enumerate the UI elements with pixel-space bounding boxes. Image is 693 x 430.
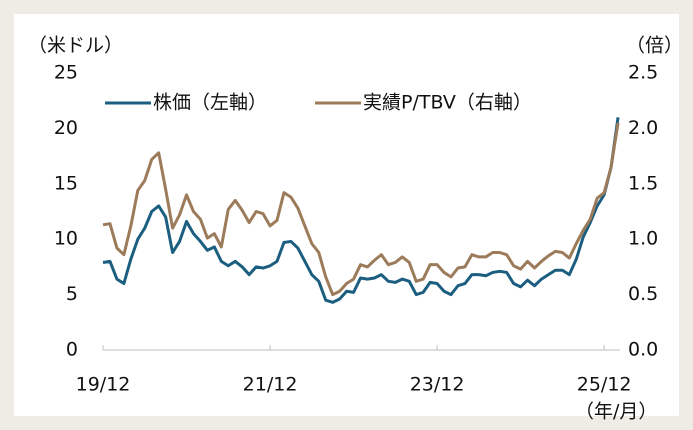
y-tick-label: 0: [66, 339, 78, 361]
y2-tick-label: 1.0: [628, 228, 658, 250]
y2-tick-label: 0.0: [628, 339, 658, 361]
y-tick-label: 10: [54, 228, 78, 250]
x-tick-label: 21/12: [243, 374, 298, 396]
x-tick-label: 19/12: [76, 374, 131, 396]
y-tick-label: 25: [54, 62, 78, 84]
x-tick-label: 23/12: [410, 374, 465, 396]
x-tick-label: 25/12: [577, 374, 632, 396]
x-axis-label: （年/月）: [575, 401, 657, 423]
y2-axis-label: （倍）: [626, 35, 683, 57]
y-tick-label: 5: [66, 283, 78, 305]
y2-tick-label: 2.0: [628, 117, 658, 139]
y-axis-label: （米ドル）: [28, 35, 123, 57]
legend-label: 株価（左軸）: [153, 92, 267, 114]
legend-label: 実績P/TBV（右軸）: [363, 92, 532, 114]
y-tick-label: 20: [54, 117, 78, 139]
panel: [14, 14, 679, 416]
y2-tick-label: 1.5: [628, 172, 658, 194]
series-line: [102, 122, 620, 297]
y2-tick-label: 2.5: [628, 62, 658, 84]
series-line: [102, 117, 620, 304]
y-tick-label: 15: [54, 172, 78, 194]
y2-tick-label: 0.5: [628, 283, 658, 305]
